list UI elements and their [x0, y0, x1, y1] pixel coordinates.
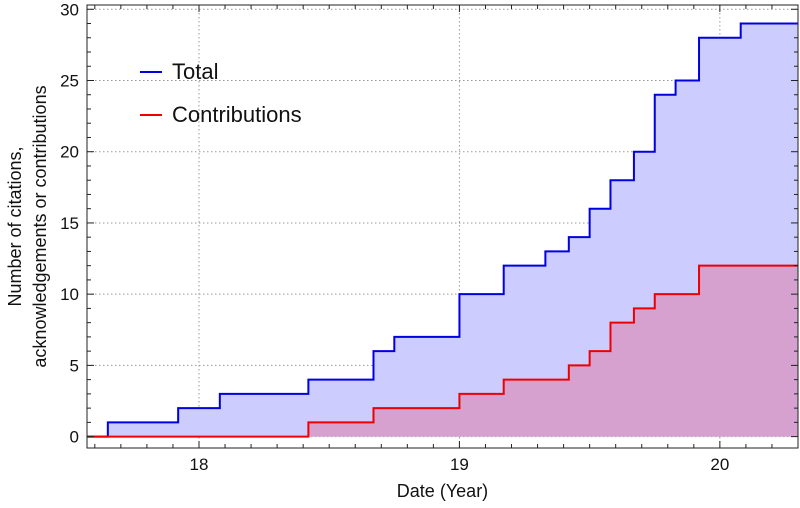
y-tick-label: 5 [70, 356, 79, 375]
y-tick-label: 15 [60, 214, 79, 233]
y-tick-label: 25 [60, 71, 79, 90]
axis-ticks: 18 19 20 0 5 10 15 20 25 30 [60, 0, 799, 474]
area-fills [87, 23, 798, 437]
y-axis-label-line-2: acknowledgements or contributions [30, 85, 50, 367]
y-tick-label: 10 [60, 285, 79, 304]
x-tick-label: 19 [450, 455, 469, 474]
line-total [87, 22, 798, 438]
y-tick-label: 0 [70, 428, 79, 447]
y-axis-label-line-1: Number of citations, [5, 146, 25, 306]
legend: Total Contributions [140, 59, 302, 127]
series-lines [87, 22, 798, 438]
x-axis-label: Date (Year) [397, 481, 488, 501]
line-contributions [87, 264, 798, 438]
x-tick-label: 18 [190, 455, 209, 474]
y-tick-label: 30 [60, 0, 79, 19]
plot-frame [86, 4, 799, 449]
x-tick-label: 20 [710, 455, 729, 474]
y-tick-label: 20 [60, 143, 79, 162]
legend-label-contributions: Contributions [172, 102, 302, 127]
legend-label-total: Total [172, 59, 218, 84]
area-contributions [87, 265, 798, 437]
